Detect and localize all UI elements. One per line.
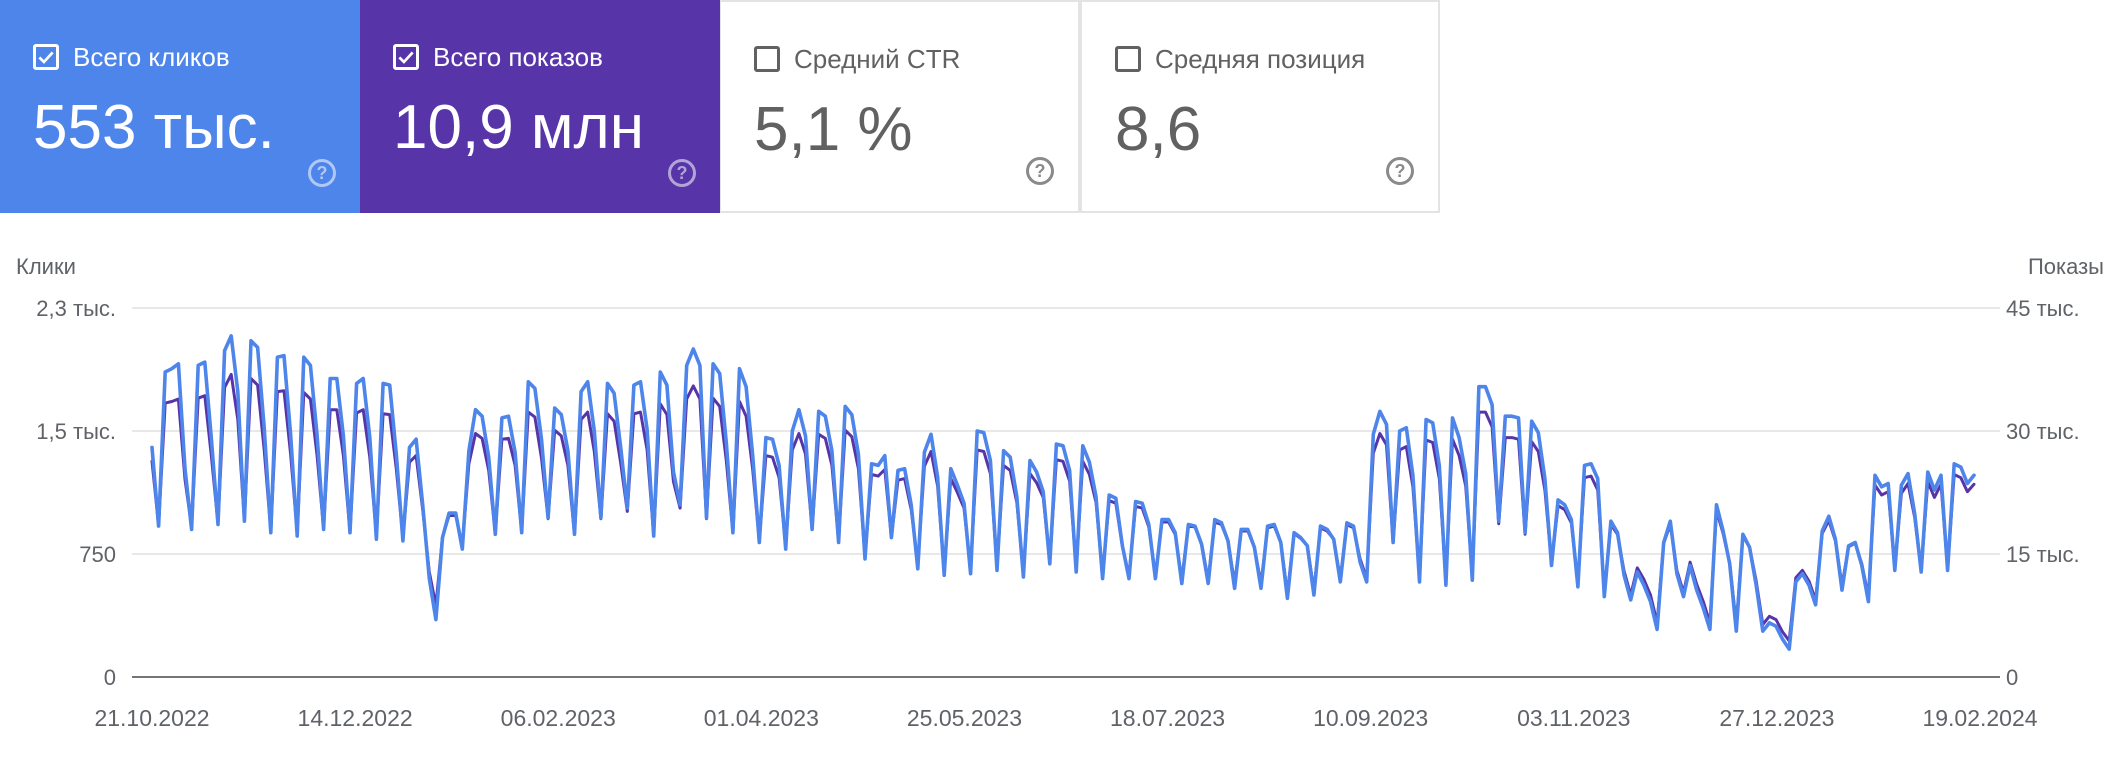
help-icon[interactable]: ? [1026,157,1054,185]
performance-chart: Клики Показы 0 750 1,5 тыс. 2,3 тыс. 0 15 тыс… [16,254,2104,731]
total-clicks-card[interactable]: Всего кликов 553 тыс. ? [0,0,360,213]
metric-cards: Всего кликов 553 тыс. ? Всего показов 10… [0,0,1440,213]
right-tick-label: 0 [2006,665,2018,690]
chart-axes: Клики Показы 0 750 1,5 тыс. 2,3 тыс. 0 15 тыс… [16,254,2104,731]
average-ctr-checkbox[interactable] [754,46,780,72]
total-impressions-label: Всего показов [433,42,603,72]
right-tick-label: 45 тыс. [2006,296,2080,321]
average-ctr-card[interactable]: Средний CTR 5,1 % ? [720,0,1080,213]
left-tick-label: 1,5 тыс. [36,419,116,444]
x-tick-label: 03.11.2023 [1517,705,1630,731]
left-tick-label: 2,3 тыс. [36,296,116,321]
x-tick-label: 01.04.2023 [704,705,819,731]
checkmark-icon [38,51,54,64]
x-tick-label: 14.12.2022 [298,705,413,731]
checkmark-icon [398,51,414,64]
total-clicks-label: Всего кликов [73,42,230,72]
average-ctr-value: 5,1 % [754,95,913,164]
average-ctr-header: Средний CTR [754,44,960,74]
average-position-checkbox[interactable] [1115,46,1141,72]
chart-grid [132,307,2000,678]
total-clicks-header: Всего кликов [33,42,230,72]
x-tick-label: 27.12.2023 [1719,705,1834,731]
x-tick-label: 06.02.2023 [501,705,616,731]
x-tick-label: 25.05.2023 [907,705,1022,731]
left-axis-title: Клики [16,254,76,279]
x-tick-label: 18.07.2023 [1110,705,1225,731]
average-position-label: Средняя позиция [1155,44,1366,74]
left-tick-label: 0 [104,665,116,690]
right-tick-label: 15 тыс. [2006,542,2080,567]
total-clicks-value: 553 тыс. [33,93,275,162]
average-ctr-label: Средний CTR [794,44,961,74]
total-clicks-checkbox[interactable] [33,44,59,70]
x-tick-label: 21.10.2022 [94,705,209,731]
help-icon[interactable]: ? [1386,157,1414,185]
average-position-value: 8,6 [1115,95,1202,164]
x-tick-label: 19.02.2024 [1922,705,2037,731]
right-tick-label: 30 тыс. [2006,419,2080,444]
help-icon[interactable]: ? [668,159,696,187]
chart-series [150,334,1976,651]
total-impressions-checkbox[interactable] [393,44,419,70]
average-position-header: Средняя позиция [1115,44,1365,74]
help-icon[interactable]: ? [308,159,336,187]
clicks-series-line [150,334,1976,651]
average-position-card[interactable]: Средняя позиция 8,6 ? [1080,0,1440,213]
left-tick-label: 750 [79,542,116,567]
total-impressions-header: Всего показов [393,42,603,72]
total-impressions-value: 10,9 млн [393,93,644,162]
x-tick-label: 10.09.2023 [1313,705,1428,731]
total-impressions-card[interactable]: Всего показов 10,9 млн ? [360,0,720,213]
right-axis-title: Показы [2028,254,2104,279]
